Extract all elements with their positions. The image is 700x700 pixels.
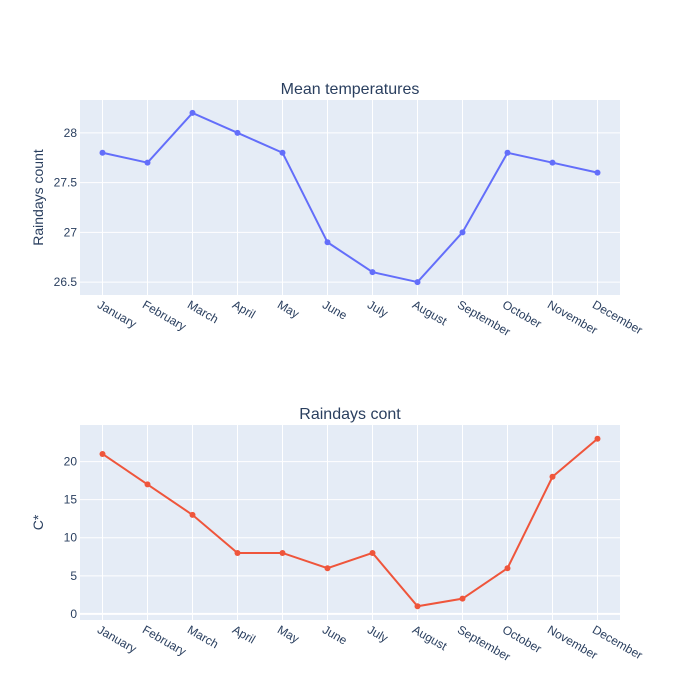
x-tick-label-june: June [320, 622, 350, 647]
y-tick-label: 27 [64, 225, 78, 239]
data-point-november [549, 473, 556, 480]
x-tick-label-april: April [230, 297, 258, 321]
x-tick-label-february: February [140, 622, 189, 658]
x-tick-label-february: February [140, 297, 189, 333]
y-tick-labels: 26.5 27 27.5 28 [54, 126, 78, 289]
x-tick-label-july: July [365, 297, 390, 320]
y-tick-label: 28 [64, 126, 78, 140]
x-tick-label-march: March [185, 622, 221, 651]
y-tick-label: 10 [64, 531, 78, 545]
data-point-december [594, 435, 601, 442]
data-point-june [324, 239, 331, 246]
y-tick-labels: 0 5 10 15 20 [64, 455, 78, 621]
x-tick-label-may: May [275, 297, 302, 320]
y-axis-label: Raindays count [30, 149, 46, 246]
y-tick-label: 27.5 [54, 176, 78, 190]
x-tick-label-august: August [410, 297, 450, 328]
data-point-november [549, 159, 556, 166]
data-point-september [459, 229, 466, 236]
x-tick-label-april: April [230, 622, 258, 646]
series-markers [99, 109, 601, 286]
y-tick-label: 0 [70, 607, 77, 621]
data-point-february [144, 159, 151, 166]
x-tick-label-january: January [95, 622, 139, 655]
x-tick-label-may: May [275, 622, 302, 645]
data-point-july [369, 269, 376, 276]
data-point-march [189, 511, 196, 518]
data-point-may [279, 549, 286, 556]
x-tick-label-january: January [95, 297, 139, 330]
data-point-january [99, 149, 106, 156]
data-point-may [279, 149, 286, 156]
data-point-august [414, 603, 421, 610]
x-tick-label-july: July [365, 622, 390, 645]
data-point-april [234, 129, 241, 136]
data-point-september [459, 595, 466, 602]
data-point-february [144, 481, 151, 488]
plot-area [80, 100, 620, 295]
series-line [102, 111, 598, 284]
data-point-august [414, 279, 421, 286]
grid-lines [80, 100, 620, 295]
y-tick-label: 20 [64, 455, 78, 469]
data-point-october [504, 149, 511, 156]
y-tick-label: 5 [70, 569, 77, 583]
data-point-april [234, 549, 241, 556]
series-markers [99, 435, 601, 610]
x-tick-label-december: December [590, 622, 645, 662]
series-line [101, 437, 599, 608]
data-point-march [189, 109, 196, 116]
chart-title: Raindays cont [299, 406, 401, 423]
y-tick-label: 15 [64, 493, 78, 507]
x-tick-label-march: March [185, 297, 221, 326]
x-tick-label-december: December [590, 297, 645, 337]
data-point-june [324, 565, 331, 572]
data-point-january [99, 450, 106, 457]
x-tick-label-november: November [545, 297, 600, 337]
data-point-december [594, 169, 601, 176]
x-tick-label-june: June [320, 297, 350, 322]
data-point-october [504, 565, 511, 572]
x-tick-label-august: August [410, 622, 450, 653]
y-tick-label: 26.5 [54, 275, 78, 289]
chart-title: Mean temperatures [281, 81, 420, 98]
x-tick-label-november: November [545, 622, 600, 662]
plot-area [80, 425, 620, 620]
data-point-july [369, 549, 376, 556]
y-axis-label: C* [30, 514, 46, 530]
